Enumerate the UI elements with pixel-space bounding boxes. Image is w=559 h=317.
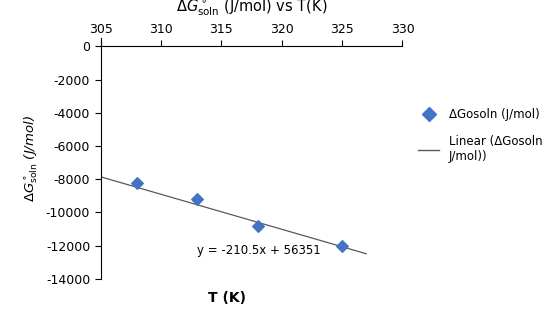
- Legend: ΔGosoln (J/mol), Linear (ΔGosoln
J/mol)): ΔGosoln (J/mol), Linear (ΔGosoln J/mol)): [414, 104, 546, 166]
- Text: T (K): T (K): [209, 291, 247, 305]
- Point: [132, 180, 141, 185]
- Point: [193, 197, 202, 202]
- Point: [253, 223, 262, 228]
- Point: [338, 243, 347, 248]
- Y-axis label: $\Delta G^\circ_{\mathrm{soln}}$ (J/mol): $\Delta G^\circ_{\mathrm{soln}}$ (J/mol): [23, 115, 40, 202]
- Text: y = -210.5x + 56351: y = -210.5x + 56351: [197, 244, 321, 257]
- Title: $\Delta G^\circ_{\mathrm{soln}}$ (J/mol) vs T(K): $\Delta G^\circ_{\mathrm{soln}}$ (J/mol)…: [176, 0, 327, 18]
